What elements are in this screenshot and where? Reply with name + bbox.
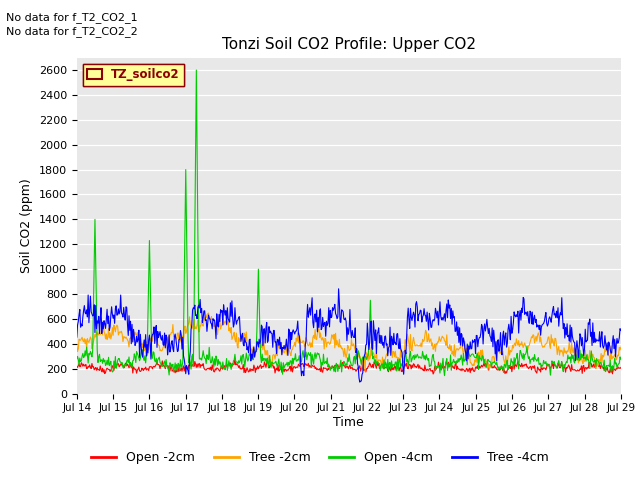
Open -4cm [431,368,439,373]
Tree -2cm [205,310,212,316]
Tree -2cm [433,341,440,347]
Open -4cm [139,348,147,354]
Legend: Open -2cm, Tree -2cm, Open -4cm, Tree -4cm: Open -2cm, Tree -2cm, Open -4cm, Tree -4… [86,446,554,469]
Title: Tonzi Soil CO2 Profile: Upper CO2: Tonzi Soil CO2 Profile: Upper CO2 [222,37,476,52]
Open -2cm [433,366,440,372]
Tree -4cm [433,309,440,315]
Tree -4cm [617,327,625,333]
Open -2cm [139,366,147,372]
Tree -2cm [139,345,147,350]
Text: No data for f_T2_CO2_2: No data for f_T2_CO2_2 [6,26,138,37]
Tree -2cm [83,345,90,351]
Open -4cm [193,67,200,73]
Open -4cm [195,310,202,315]
Line: Open -2cm: Open -2cm [77,359,621,374]
Open -2cm [429,371,437,377]
Tree -4cm [223,322,230,327]
Open -2cm [231,356,239,361]
Tree -4cm [73,334,81,340]
Open -4cm [416,354,424,360]
Tree -2cm [617,345,625,350]
Y-axis label: Soil CO2 (ppm): Soil CO2 (ppm) [20,178,33,273]
Tree -4cm [356,379,364,385]
Open -4cm [441,373,449,379]
Text: No data for f_T2_CO2_1: No data for f_T2_CO2_1 [6,12,138,23]
Open -2cm [194,364,202,370]
X-axis label: Time: Time [333,416,364,429]
Open -4cm [223,367,231,373]
Open -2cm [83,366,90,372]
Tree -4cm [194,304,202,310]
Tree -4cm [83,307,90,313]
Line: Open -4cm: Open -4cm [77,70,621,376]
Tree -2cm [194,317,202,323]
Open -2cm [223,363,230,369]
Tree -2cm [73,343,81,348]
Line: Tree -4cm: Tree -4cm [77,289,621,382]
Tree -2cm [417,343,424,349]
Tree -4cm [335,286,342,292]
Open -2cm [416,363,424,369]
Open -2cm [73,364,81,370]
Tree -4cm [139,354,147,360]
Tree -4cm [417,307,424,313]
Open -2cm [617,365,625,371]
Tree -2cm [223,321,231,326]
Open -4cm [617,356,625,362]
Open -4cm [83,344,90,350]
Tree -2cm [361,369,369,374]
Legend: TZ_soilco2: TZ_soilco2 [83,63,184,86]
Line: Tree -2cm: Tree -2cm [77,313,621,372]
Open -4cm [73,356,81,361]
